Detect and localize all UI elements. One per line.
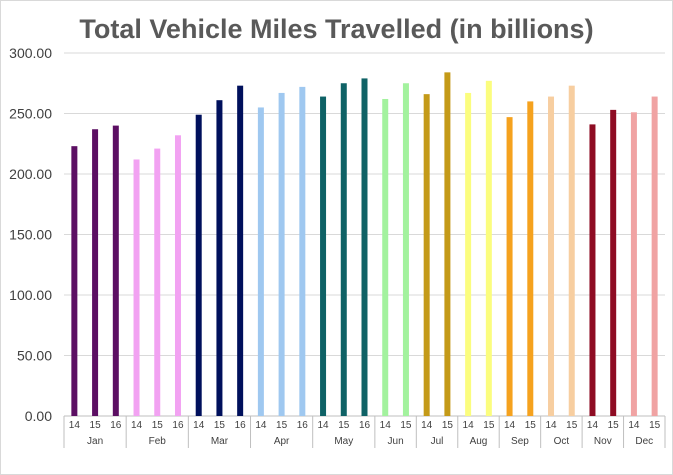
bar [154,148,161,416]
x-year-label: 14 [628,420,640,431]
x-year-label: 15 [649,420,661,431]
x-year-label: 15 [525,420,537,431]
x-month-label: Jan [87,436,103,447]
bar [133,159,140,417]
bar [382,98,389,416]
x-year-label: 14 [545,420,557,431]
bar [465,92,472,417]
x-month-label: Aug [470,436,488,447]
x-year-label: 14 [504,420,516,431]
bar [257,107,264,416]
x-year-label: 14 [69,420,81,431]
x-month-label: Oct [554,436,570,447]
bar [174,135,181,416]
y-tick-label: 50.00 [17,348,52,364]
x-year-label: 15 [338,420,350,431]
x-month-label: Nov [594,436,612,447]
bar [92,129,99,417]
bar [237,85,244,417]
y-tick-label: 150.00 [9,227,52,243]
bar [112,125,119,416]
x-year-label: 15 [442,420,454,431]
x-year-label: 14 [255,420,267,431]
y-tick-label: 100.00 [9,287,52,303]
bar [506,117,513,416]
x-year-label: 14 [317,420,329,431]
bar [485,80,492,416]
bar [195,114,202,417]
bar [548,96,555,416]
x-year-label: 14 [421,420,433,431]
x-year-label: 14 [587,420,599,431]
x-year-label: 16 [297,420,309,431]
x-month-label: May [334,436,353,447]
x-year-label: 15 [214,420,226,431]
y-tick-label: 200.00 [9,166,52,182]
x-year-label: 15 [608,420,620,431]
x-year-label: 15 [566,420,578,431]
x-month-label: Sep [511,436,529,447]
bar [278,92,285,417]
bar [568,85,575,417]
x-month-label: Jul [431,436,444,447]
bar [320,96,327,416]
x-year-label: 14 [380,420,392,431]
bar [402,83,409,416]
x-year-label: 16 [110,420,122,431]
x-year-label: 16 [359,420,371,431]
y-tick-label: 250.00 [9,106,52,122]
x-year-label: 15 [276,420,288,431]
bar [630,112,637,416]
bar [361,78,368,416]
x-year-label: 16 [172,420,184,431]
y-tick-label: 0.00 [25,408,52,424]
x-month-label: Apr [274,436,290,447]
x-month-label: Mar [211,436,229,447]
x-month-label: Jun [388,436,404,447]
bar [651,96,658,416]
x-month-label: Dec [635,436,653,447]
bar [71,146,78,417]
x-year-label: 14 [193,420,205,431]
bar [216,100,223,416]
x-year-label: 15 [152,420,164,431]
bar [610,109,617,417]
x-year-label: 16 [235,420,247,431]
x-year-label: 15 [400,420,412,431]
bar [299,86,306,416]
bar [423,94,430,416]
x-year-label: 14 [463,420,475,431]
x-year-label: 15 [90,420,102,431]
y-tick-label: 300.00 [9,45,52,61]
x-year-label: 15 [483,420,495,431]
x-year-label: 14 [131,420,143,431]
chart-title: Total Vehicle Miles Travelled (in billio… [79,14,594,44]
bar [527,101,534,417]
x-month-label: Feb [149,436,167,447]
bar [340,83,347,416]
bar [589,124,596,416]
bar [444,72,451,417]
